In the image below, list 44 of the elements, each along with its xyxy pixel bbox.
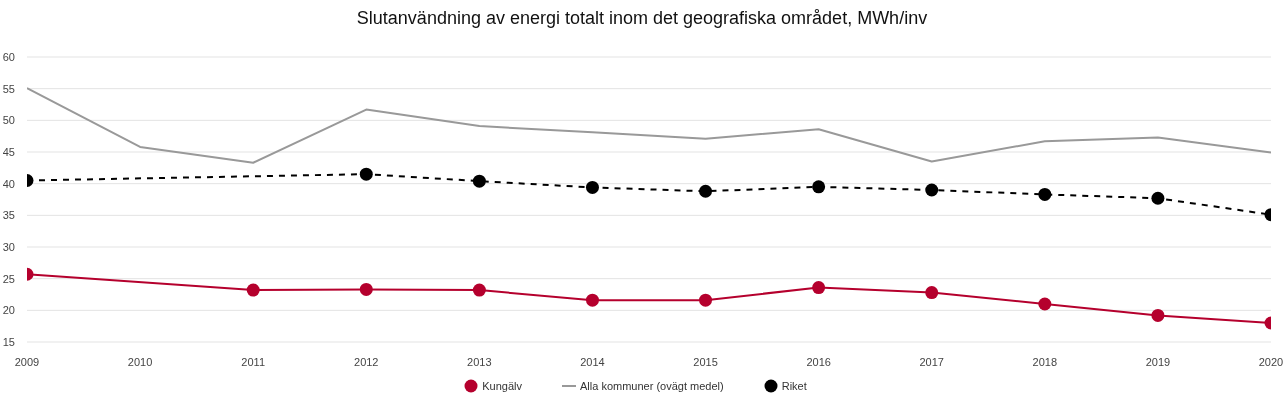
point (1151, 191, 1165, 205)
line-series (27, 87, 1271, 164)
point (472, 283, 486, 297)
point (585, 293, 599, 307)
point (812, 281, 826, 295)
legend-label: Alla kommuner (ovägt medel) (580, 380, 724, 392)
x-tick-label: 2016 (806, 355, 831, 368)
x-tick-label: 2014 (580, 355, 605, 368)
x-tick-label: 2013 (467, 355, 492, 368)
chart-title: Slutanvändning av energi totalt inom det geografiska området, MWh/inv (355, 8, 929, 29)
point (699, 293, 713, 307)
y-tick-label: 45 (2, 145, 15, 158)
y-tick-label: 60 (2, 50, 15, 63)
x-tick-label: 2010 (127, 355, 153, 368)
y-tick-label: 35 (2, 209, 15, 222)
y-tick-label: 25 (2, 272, 15, 285)
x-tick-label: 2019 (1145, 355, 1171, 368)
x-tick-label: 2009 (14, 355, 40, 368)
y-tick-label: 30 (2, 240, 15, 253)
point (359, 167, 373, 181)
point (1151, 308, 1165, 322)
point (812, 180, 826, 194)
legend-label: Kungälv (482, 380, 523, 392)
x-tick-label: 2015 (693, 355, 718, 368)
y-tick-label: 50 (2, 114, 15, 127)
point (925, 286, 939, 300)
x-tick-label: 2012 (354, 355, 379, 368)
point (585, 180, 599, 194)
y-tick-label: 15 (2, 335, 15, 348)
x-tick-label: 2011 (241, 355, 266, 368)
point (1038, 297, 1052, 311)
y-tick-label: 40 (2, 177, 15, 190)
point (246, 283, 260, 297)
point (925, 183, 939, 197)
point (699, 184, 713, 198)
legend-label: Riket (781, 380, 807, 392)
y-tick-label: 20 (2, 304, 15, 317)
x-tick-label: 2018 (1032, 355, 1058, 368)
point (359, 282, 373, 296)
point (472, 174, 486, 188)
y-tick-label: 55 (2, 82, 15, 95)
x-tick-label: 2017 (919, 355, 944, 368)
x-tick-label: 2020 (1258, 355, 1284, 368)
point (1038, 187, 1052, 201)
